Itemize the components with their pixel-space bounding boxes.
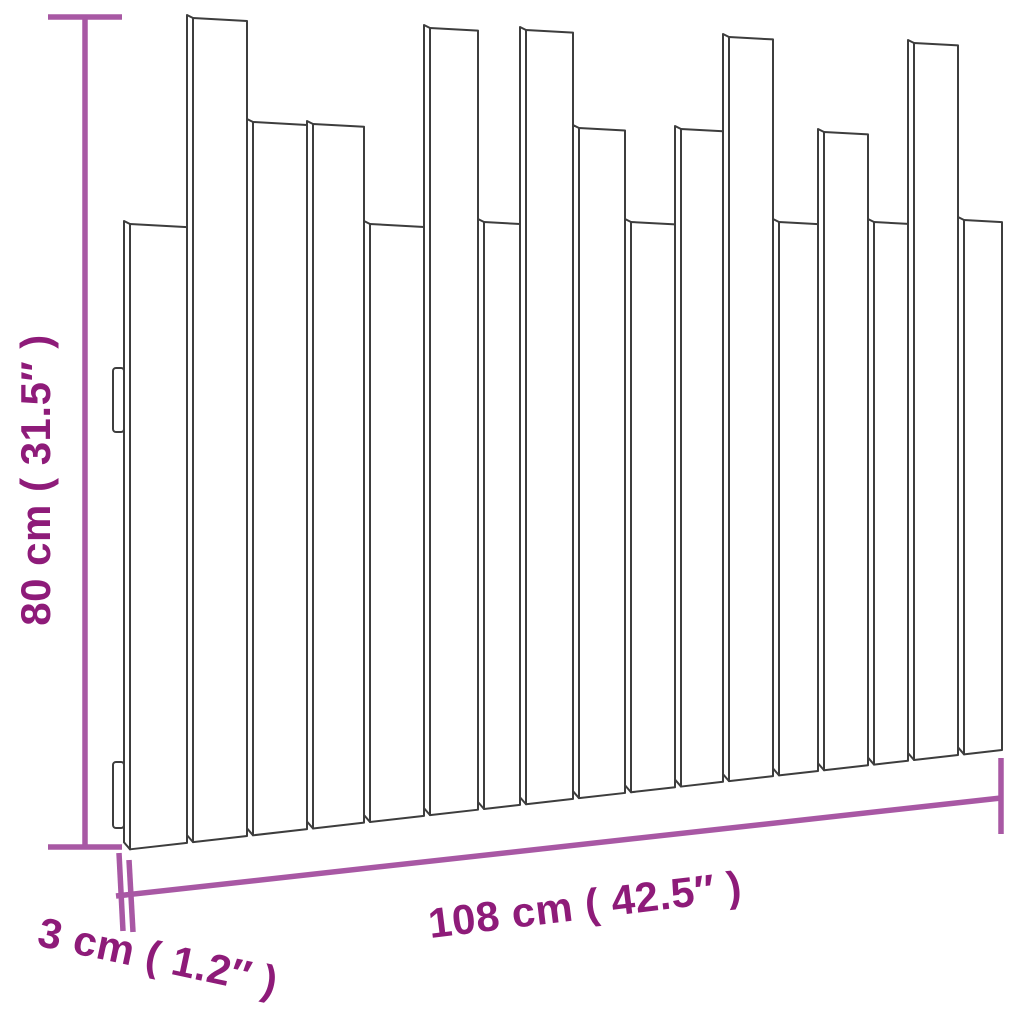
slat-9-face-mid xyxy=(578,127,626,800)
slat-4-face-mid xyxy=(312,123,365,830)
slat-11-face-mid xyxy=(680,128,724,788)
slat-12-face-tall xyxy=(728,36,774,783)
slat-7-face-short xyxy=(483,221,521,810)
slat-3-face-mid xyxy=(252,121,308,837)
depth-dimension-tick-2 xyxy=(126,859,136,933)
slat-6-face-tall xyxy=(429,27,479,817)
slat-14-face-mid xyxy=(823,131,869,772)
slat-2-face-tall xyxy=(192,17,248,844)
slat-15-face-short xyxy=(873,221,909,766)
slat-16-face-tall xyxy=(913,42,959,762)
wall-bracket-1 xyxy=(112,367,125,433)
width-dimension-line xyxy=(115,795,1002,899)
height-dimension-label: 80 cm ( 31.5″ ) xyxy=(12,334,59,626)
slat-1-face-short xyxy=(129,223,188,851)
headboard-slats xyxy=(123,14,1003,851)
depth-dimension-tick-1 xyxy=(116,852,126,932)
slat-13-face-short xyxy=(778,221,819,777)
slat-8-face-tall xyxy=(525,29,574,806)
slat-10-face-short xyxy=(630,221,676,794)
wall-mount-brackets xyxy=(112,367,125,829)
slat-17-face-short xyxy=(963,219,1003,756)
wall-bracket-2 xyxy=(112,761,125,829)
dimension-lines xyxy=(48,14,1004,933)
slat-5-face-short xyxy=(369,223,425,823)
